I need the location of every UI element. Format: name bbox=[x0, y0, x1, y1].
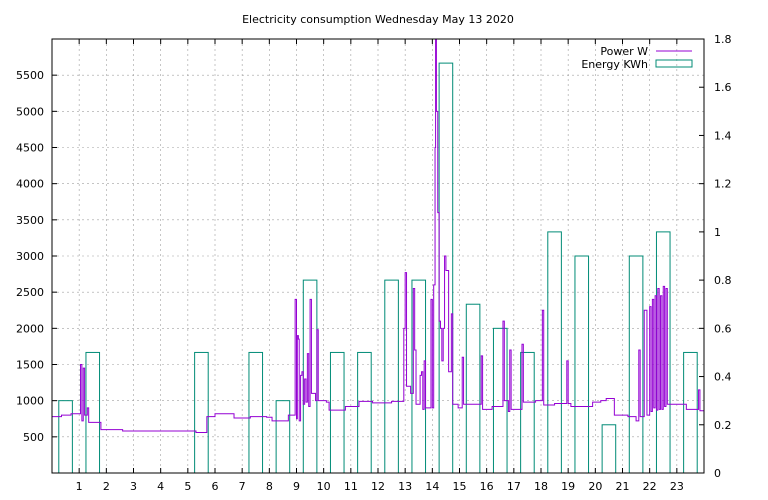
y2-tick-label: 1.6 bbox=[714, 81, 732, 94]
energy-bar bbox=[601, 424, 617, 474]
x-tick-label: 23 bbox=[670, 480, 684, 493]
x-tick-label: 16 bbox=[480, 480, 494, 493]
energy-bar bbox=[628, 255, 644, 474]
energy-bar bbox=[85, 351, 101, 474]
x-tick-label: 8 bbox=[266, 480, 273, 493]
x-tick-label: 17 bbox=[507, 480, 521, 493]
y2-tick-label: 1.2 bbox=[714, 178, 732, 191]
x-tick-label: 9 bbox=[293, 480, 300, 493]
energy-bar bbox=[465, 303, 481, 474]
y-tick-label: 3500 bbox=[16, 214, 44, 227]
y-tick-label: 5500 bbox=[16, 69, 44, 82]
x-tick-label: 10 bbox=[317, 480, 331, 493]
legend-label-energy: Energy KWh bbox=[581, 58, 648, 71]
y-tick-label: 4500 bbox=[16, 142, 44, 155]
x-tick-label: 21 bbox=[616, 480, 630, 493]
x-tick-label: 19 bbox=[561, 480, 575, 493]
energy-bar bbox=[194, 351, 209, 474]
y2-tick-label: 0.2 bbox=[714, 419, 732, 432]
energy-bar bbox=[357, 351, 372, 474]
x-tick-label: 14 bbox=[425, 480, 439, 493]
y2-tick-label: 0.4 bbox=[714, 371, 732, 384]
legend-swatch-energy bbox=[655, 59, 693, 68]
legend: Power W Energy KWh bbox=[581, 45, 693, 71]
x-tick-label: 22 bbox=[643, 480, 657, 493]
energy-bar bbox=[547, 231, 562, 474]
y2-tick-label: 1.4 bbox=[714, 129, 732, 142]
x-tick-label: 13 bbox=[398, 480, 412, 493]
x-tick-label: 20 bbox=[588, 480, 602, 493]
energy-bar bbox=[574, 255, 590, 474]
chart-title: Electricity consumption Wednesday May 13… bbox=[242, 13, 514, 26]
energy-bar bbox=[520, 351, 535, 474]
energy-bar bbox=[58, 400, 73, 474]
y-tick-label: 500 bbox=[23, 431, 44, 444]
x-tick-label: 11 bbox=[344, 480, 358, 493]
energy-bar bbox=[683, 351, 698, 474]
energy-bar bbox=[411, 279, 427, 474]
power-line bbox=[52, 39, 704, 433]
y-tick-label: 3000 bbox=[16, 250, 44, 263]
y-tick-label: 2000 bbox=[16, 322, 44, 335]
x-tick-label: 7 bbox=[239, 480, 246, 493]
y2-tick-label: 0 bbox=[714, 467, 721, 480]
energy-bar bbox=[384, 279, 399, 474]
y2-tick-label: 0.6 bbox=[714, 322, 732, 335]
power-series-layer bbox=[52, 39, 704, 433]
energy-bar bbox=[329, 351, 345, 474]
grid-layer bbox=[52, 39, 704, 473]
y-tick-label: 1000 bbox=[16, 395, 44, 408]
y-tick-label: 4000 bbox=[16, 178, 44, 191]
y-tick-label: 2500 bbox=[16, 286, 44, 299]
x-tick-label: 6 bbox=[212, 480, 219, 493]
y2-tick-label: 1.8 bbox=[714, 33, 732, 46]
legend-label-power: Power W bbox=[600, 45, 648, 58]
y2-tick-label: 1 bbox=[714, 226, 721, 239]
x-tick-label: 1 bbox=[76, 480, 83, 493]
x-tick-label: 15 bbox=[453, 480, 467, 493]
y2-tick-label: 0.8 bbox=[714, 274, 732, 287]
x-tick-label: 4 bbox=[157, 480, 164, 493]
x-tick-label: 2 bbox=[103, 480, 110, 493]
x-tick-label: 3 bbox=[130, 480, 137, 493]
tick-layer: 1 2 3 4 5 6 7 8 9 10 11 12 13 14 15 16 17 18 19 20 21 22 23500… bbox=[16, 33, 732, 493]
x-tick-label: 12 bbox=[371, 480, 385, 493]
y-tick-label: 1500 bbox=[16, 359, 44, 372]
x-tick-label: 5 bbox=[184, 480, 191, 493]
y-tick-label: 5000 bbox=[16, 105, 44, 118]
energy-bar bbox=[248, 351, 264, 474]
x-tick-label: 18 bbox=[534, 480, 548, 493]
